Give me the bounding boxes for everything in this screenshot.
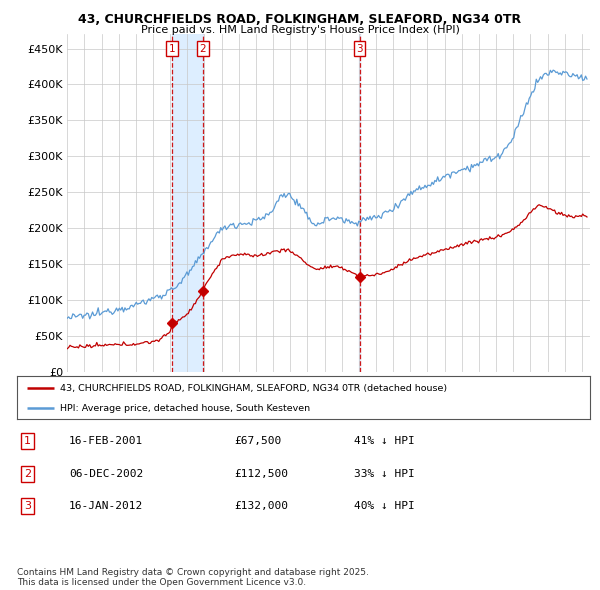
Text: £112,500: £112,500 — [234, 469, 288, 478]
Text: 16-FEB-2001: 16-FEB-2001 — [69, 437, 143, 446]
Text: 33% ↓ HPI: 33% ↓ HPI — [354, 469, 415, 478]
Text: 3: 3 — [24, 501, 31, 510]
Text: 1: 1 — [24, 437, 31, 446]
Text: 43, CHURCHFIELDS ROAD, FOLKINGHAM, SLEAFORD, NG34 0TR: 43, CHURCHFIELDS ROAD, FOLKINGHAM, SLEAF… — [79, 13, 521, 26]
Bar — [359, 34, 361, 372]
Text: Price paid vs. HM Land Registry's House Price Index (HPI): Price paid vs. HM Land Registry's House … — [140, 25, 460, 35]
Text: 2: 2 — [24, 469, 31, 478]
Text: £132,000: £132,000 — [234, 501, 288, 510]
Text: 40% ↓ HPI: 40% ↓ HPI — [354, 501, 415, 510]
Text: HPI: Average price, detached house, South Kesteven: HPI: Average price, detached house, Sout… — [60, 404, 310, 413]
Text: 1: 1 — [169, 44, 175, 54]
Text: 3: 3 — [356, 44, 363, 54]
Bar — [172, 34, 203, 372]
Text: 43, CHURCHFIELDS ROAD, FOLKINGHAM, SLEAFORD, NG34 0TR (detached house): 43, CHURCHFIELDS ROAD, FOLKINGHAM, SLEAF… — [60, 384, 447, 393]
Text: Contains HM Land Registry data © Crown copyright and database right 2025.
This d: Contains HM Land Registry data © Crown c… — [17, 568, 368, 587]
Text: 41% ↓ HPI: 41% ↓ HPI — [354, 437, 415, 446]
Text: £67,500: £67,500 — [234, 437, 281, 446]
Text: 06-DEC-2002: 06-DEC-2002 — [69, 469, 143, 478]
Text: 16-JAN-2012: 16-JAN-2012 — [69, 501, 143, 510]
Text: 2: 2 — [200, 44, 206, 54]
